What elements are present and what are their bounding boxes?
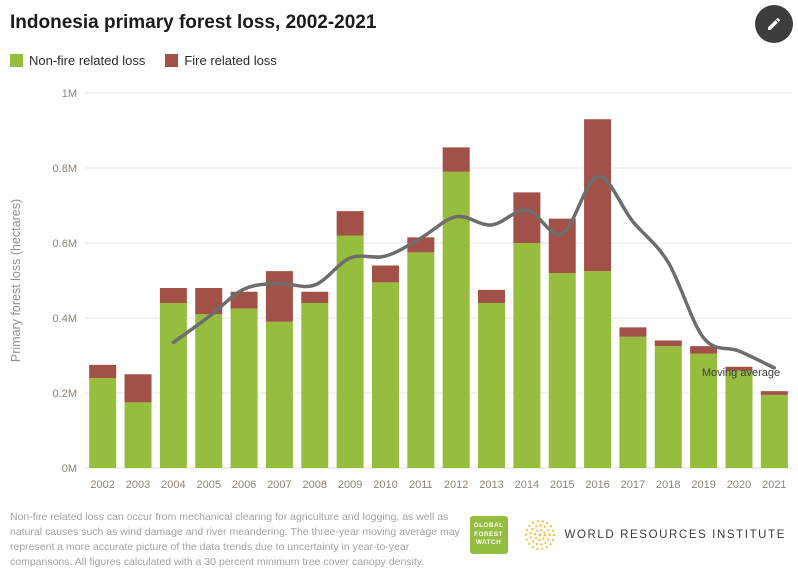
legend-label: Non-fire related loss: [29, 53, 146, 68]
bar-fire-2015[interactable]: [548, 218, 576, 273]
legend-label: Fire related loss: [184, 53, 277, 68]
bar-nonfire-2008[interactable]: [301, 303, 329, 468]
bar-fire-2020[interactable]: [725, 366, 753, 371]
page-title: Indonesia primary forest loss, 2002-2021: [10, 12, 377, 33]
y-tick-label: 0.6M: [53, 238, 77, 250]
logos: GLOBAL FOREST WATCH WORLD RESOURCES IN: [469, 516, 788, 554]
gfw-logo-line: WATCH: [475, 539, 502, 547]
x-tick-label: 2014: [515, 479, 539, 491]
pencil-icon: [766, 16, 782, 32]
bar-nonfire-2015[interactable]: [548, 273, 576, 468]
x-tick-label: 2020: [727, 479, 751, 491]
x-tick-label: 2003: [126, 479, 150, 491]
gfw-logo-line: GLOBAL: [473, 522, 504, 530]
x-tick-label: 2019: [691, 479, 715, 491]
bar-nonfire-2017[interactable]: [619, 336, 647, 468]
x-tick-label: 2008: [303, 479, 327, 491]
bar-nonfire-2016[interactable]: [584, 271, 612, 468]
bar-fire-2010[interactable]: [371, 265, 399, 283]
bar-nonfire-2018[interactable]: [654, 346, 682, 468]
y-tick-label: 0.4M: [53, 313, 77, 325]
bar-fire-2009[interactable]: [336, 211, 364, 236]
bar-nonfire-2021[interactable]: [760, 394, 788, 468]
bar-fire-2007[interactable]: [265, 271, 293, 322]
x-tick-label: 2017: [621, 479, 645, 491]
legend-item-nonfire: Non-fire related loss: [10, 53, 145, 68]
bar-nonfire-2005[interactable]: [195, 314, 223, 468]
forest-loss-chart: 0M 0.2M 0.4M 0.6M 0.8M 1M 2002 2003 2004 2005 2006…: [9, 88, 792, 491]
bar-nonfire-2010[interactable]: [371, 282, 399, 468]
edit-button[interactable]: [755, 5, 793, 43]
x-tick-label: 2005: [196, 479, 220, 491]
bar-fire-2008[interactable]: [301, 291, 329, 303]
y-tick-label: 0M: [62, 463, 77, 475]
bar-fire-2003[interactable]: [124, 374, 152, 403]
x-tick-label: 2018: [656, 479, 680, 491]
global-forest-watch-logo[interactable]: GLOBAL FOREST WATCH: [469, 516, 508, 554]
footer: Non-fire related loss can occur from mec…: [10, 510, 788, 570]
bar-fire-2016[interactable]: [584, 119, 612, 272]
legend-item-fire: Fire related loss: [165, 53, 277, 68]
x-tick-label: 2012: [444, 479, 468, 491]
x-tick-label: 2013: [479, 479, 503, 491]
bar-nonfire-2004[interactable]: [159, 303, 187, 468]
bar-fire-2019[interactable]: [690, 346, 718, 354]
chart-area: 0M 0.2M 0.4M 0.6M 0.8M 1M 2002 2003 2004 2005 2006…: [0, 78, 798, 503]
wri-wordmark: WORLD RESOURCES INSTITUTE: [564, 529, 786, 541]
bar-nonfire-2009[interactable]: [336, 235, 364, 469]
bar-nonfire-2007[interactable]: [265, 321, 293, 468]
x-tick-label: 2011: [409, 479, 433, 491]
x-tick-label: 2006: [232, 479, 256, 491]
bar-fire-2004[interactable]: [159, 288, 187, 303]
y-tick-label: 0.8M: [53, 163, 77, 175]
bar-fire-2021[interactable]: [760, 391, 788, 395]
y-tick-label: 0.2M: [53, 388, 77, 400]
bar-nonfire-2019[interactable]: [690, 353, 718, 468]
x-tick-label: 2009: [338, 479, 362, 491]
x-tick-label: 2015: [550, 479, 574, 491]
bar-nonfire-2002[interactable]: [89, 378, 117, 468]
bar-fire-2018[interactable]: [654, 340, 682, 347]
x-tick-label: 2016: [585, 479, 609, 491]
world-resources-institute-logo[interactable]: WORLD RESOURCES INSTITUTE: [524, 519, 786, 551]
bar-fire-2013[interactable]: [478, 289, 506, 303]
nonfire-swatch-icon: [10, 54, 23, 67]
bar-fire-2002[interactable]: [89, 364, 117, 378]
bar-nonfire-2020[interactable]: [725, 370, 753, 469]
y-tick-label: 1M: [62, 88, 77, 100]
wri-globe-icon: [524, 519, 556, 551]
bar-fire-2017[interactable]: [619, 327, 647, 337]
bar-nonfire-2003[interactable]: [124, 402, 152, 468]
bar-fire-2006[interactable]: [230, 291, 258, 309]
x-tick-label: 2021: [762, 479, 786, 491]
gfw-logo-line: FOREST: [474, 530, 503, 538]
moving-average-label: Moving average: [702, 367, 780, 379]
bar-nonfire-2014[interactable]: [513, 243, 541, 468]
x-tick-label: 2010: [373, 479, 397, 491]
footnote-text: Non-fire related loss can occur from mec…: [10, 511, 460, 568]
bar-nonfire-2013[interactable]: [478, 303, 506, 468]
bar-nonfire-2006[interactable]: [230, 308, 258, 468]
x-tick-label: 2007: [267, 479, 291, 491]
y-axis-title: Primary forest loss (hectares): [9, 199, 23, 362]
chart-legend: Non-fire related loss Fire related loss: [10, 53, 277, 68]
fire-swatch-icon: [165, 54, 179, 67]
x-tick-label: 2002: [90, 479, 114, 491]
bar-fire-2012[interactable]: [442, 147, 470, 172]
bar-nonfire-2011[interactable]: [407, 252, 435, 468]
x-tick-label: 2004: [161, 479, 185, 491]
moving-average-line: [171, 174, 777, 370]
